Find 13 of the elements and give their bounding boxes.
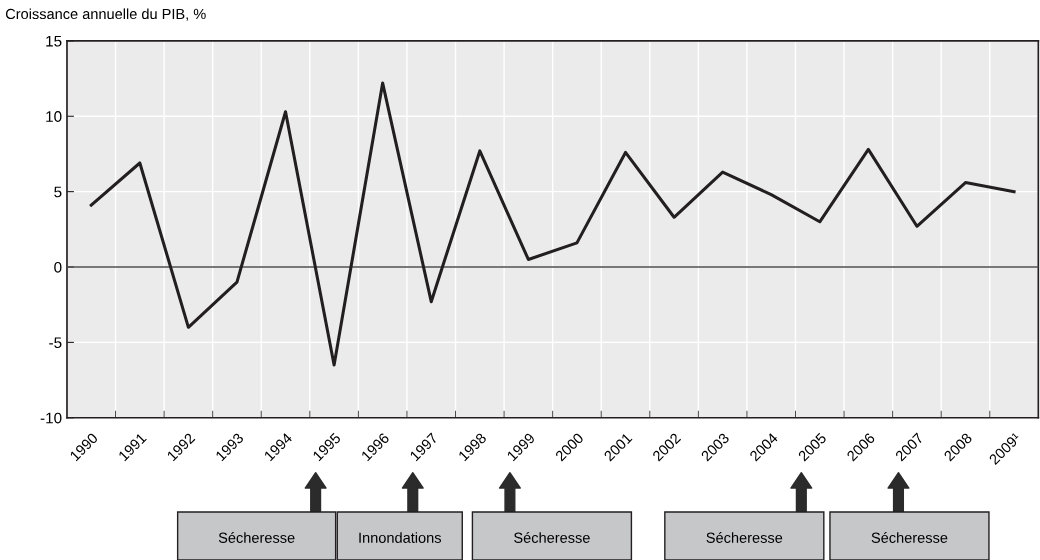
y-tick-label: -5 (49, 337, 62, 349)
y-tick-label: 0 (54, 261, 62, 273)
y-tick-label: 10 (46, 111, 62, 122)
y-axis-title: Croissance annuelle du PIB, % (5, 8, 206, 21)
text: Sécheresse (514, 532, 590, 543)
line-series (89, 81, 1016, 367)
y-tick-label: -10 (40, 412, 62, 424)
text: Sécheresse (871, 532, 948, 543)
text: Sécheresse (218, 532, 295, 543)
text: Sécheresse (706, 532, 783, 543)
y-tick-label: 15 (46, 35, 62, 47)
text: Innondations (359, 532, 442, 543)
y-tick-label: 5 (54, 186, 62, 198)
